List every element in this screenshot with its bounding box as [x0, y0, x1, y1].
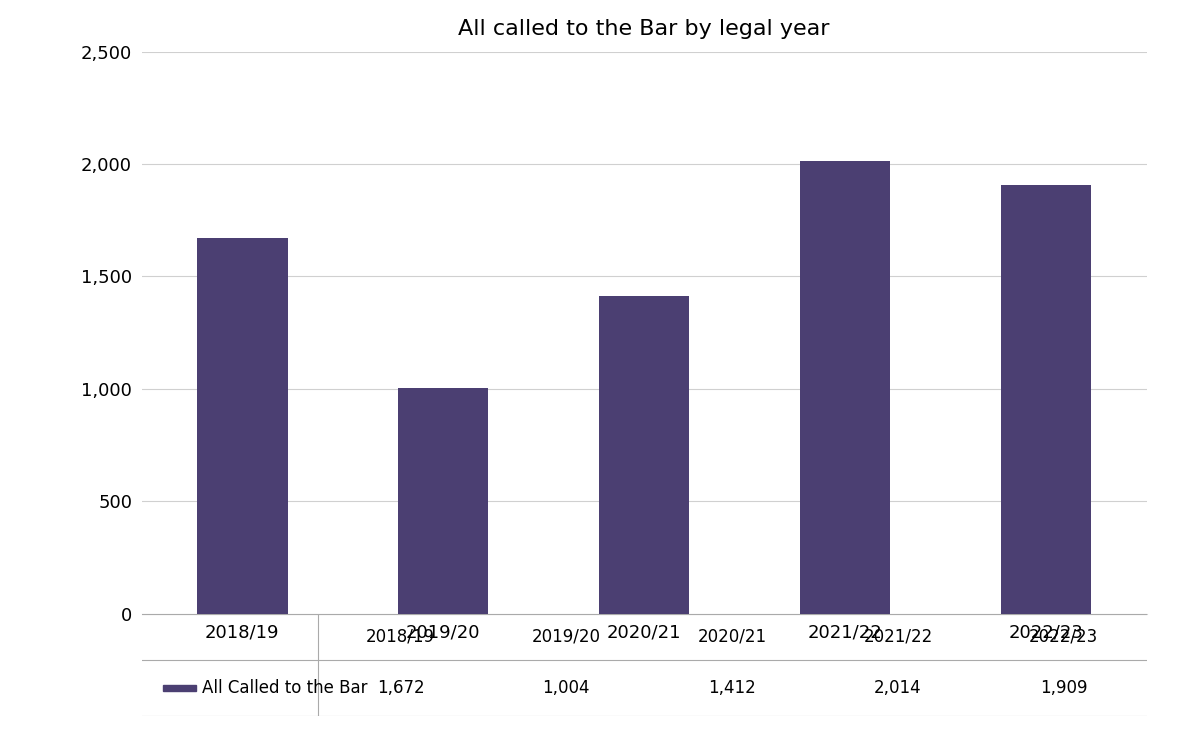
Text: 1,412: 1,412 — [708, 679, 756, 697]
Bar — [1001, 184, 1091, 614]
Text: 2021/22: 2021/22 — [863, 627, 933, 646]
Text: 2022/23: 2022/23 — [1030, 627, 1098, 646]
Title: All called to the Bar by legal year: All called to the Bar by legal year — [459, 19, 830, 39]
Text: 2019/20: 2019/20 — [532, 627, 600, 646]
Text: 2020/21: 2020/21 — [697, 627, 767, 646]
Bar — [800, 161, 890, 614]
Text: 2,014: 2,014 — [873, 679, 922, 697]
Bar — [163, 685, 196, 691]
Text: All Called to the Bar: All Called to the Bar — [202, 679, 368, 697]
Text: 1,672: 1,672 — [377, 679, 424, 697]
Bar — [197, 238, 287, 614]
Text: 2018/19: 2018/19 — [366, 627, 435, 646]
Bar — [398, 388, 488, 614]
Text: 1,909: 1,909 — [1040, 679, 1087, 697]
Text: 1,004: 1,004 — [543, 679, 590, 697]
Bar — [599, 296, 689, 614]
